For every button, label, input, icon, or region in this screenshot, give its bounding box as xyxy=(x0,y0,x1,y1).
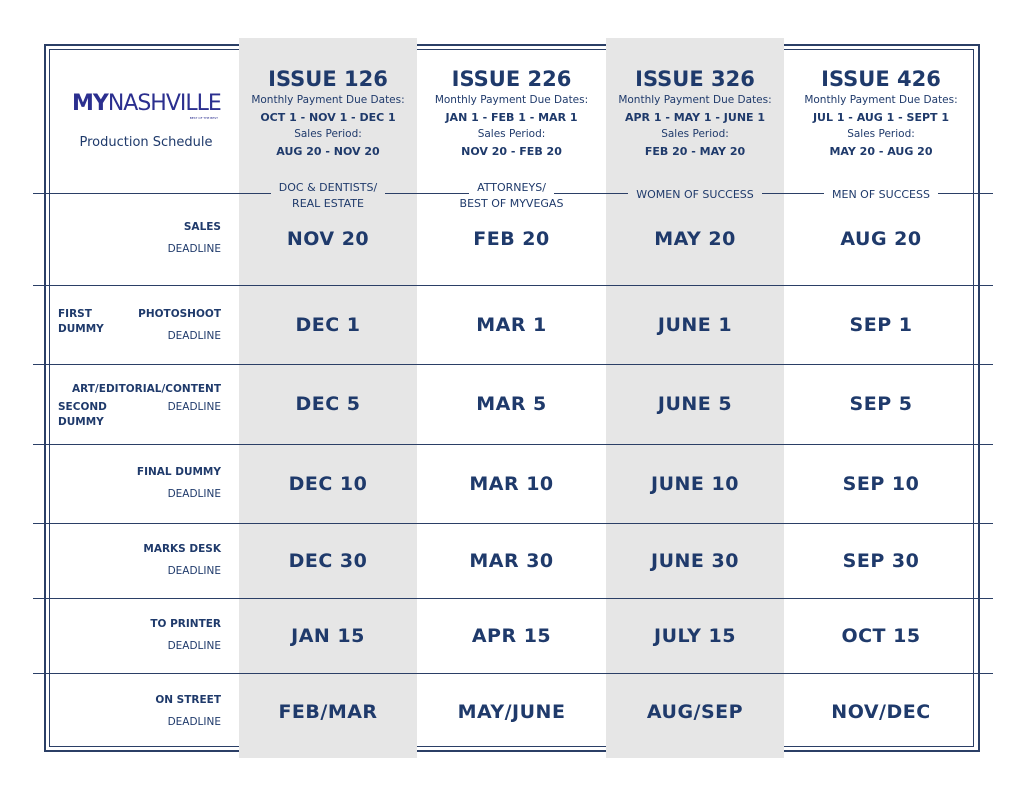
deadline-date: NOV 20 xyxy=(286,228,370,250)
row-label: SALES DEADLINE xyxy=(167,221,221,255)
sales-period: FEB 20 - MAY 20 xyxy=(644,145,746,158)
payment-dates: JUL 1 - AUG 1 - SEPT 1 xyxy=(812,111,950,124)
row-divider xyxy=(33,673,993,674)
deadline-date: MAY/JUNE xyxy=(457,700,566,723)
sales-label: Sales Period: xyxy=(847,128,915,140)
frame-line xyxy=(978,44,980,752)
payment-dates: OCT 1 - NOV 1 - DEC 1 xyxy=(260,111,396,124)
payment-dates: APR 1 - MAY 1 - JUNE 1 xyxy=(624,111,766,124)
frame-line xyxy=(44,44,980,46)
deadline-date: DEC 5 xyxy=(295,393,361,415)
deadline-date: MAY 20 xyxy=(654,228,736,250)
frame-line xyxy=(44,44,46,752)
sales-period: MAY 20 - AUG 20 xyxy=(829,145,933,158)
payment-label: Monthly Payment Due Dates: xyxy=(804,94,958,106)
deadline-date: SEP 10 xyxy=(842,472,920,495)
deadline-date: MAR 30 xyxy=(469,549,554,572)
row-label: ON STREET DEADLINE xyxy=(155,693,221,728)
deadline-date: MAR 10 xyxy=(469,472,554,495)
issue-category: MEN OF SUCCESS xyxy=(784,187,978,219)
payment-label: Monthly Payment Due Dates: xyxy=(251,94,405,106)
issue-header: ISSUE 326 Monthly Payment Due Dates: APR… xyxy=(606,66,784,160)
deadline-date: DEC 1 xyxy=(295,313,361,336)
issue-title: ISSUE 426 xyxy=(821,67,941,91)
deadline-date: FEB/MAR xyxy=(278,700,378,723)
issue-header: ISSUE 426 Monthly Payment Due Dates: JUL… xyxy=(784,66,978,160)
issue-title: ISSUE 326 xyxy=(635,67,755,91)
deadline-date: JULY 15 xyxy=(654,624,736,647)
issue-column-bg xyxy=(239,38,417,758)
row-divider xyxy=(33,364,993,365)
deadline-date: FEB 20 xyxy=(473,228,550,250)
issue-header: ISSUE 126 Monthly Payment Due Dates: OCT… xyxy=(239,66,417,160)
issue-column-bg xyxy=(606,38,784,758)
deadline-date: DEC 10 xyxy=(288,472,368,495)
deadline-date: JUNE 10 xyxy=(651,472,739,495)
frame-line xyxy=(44,750,980,752)
frame-line xyxy=(49,49,50,747)
issue-category: ATTORNEYS/ BEST OF MYVEGAS xyxy=(417,180,606,212)
deadline-date: NOV/DEC xyxy=(831,700,931,723)
issue-title: ISSUE 226 xyxy=(451,67,572,91)
row-label: TO PRINTER DEADLINE xyxy=(150,617,221,652)
deadline-date: SEP 1 xyxy=(849,313,913,336)
sales-period: AUG 20 - NOV 20 xyxy=(276,145,380,158)
deadline-date: JUNE 30 xyxy=(651,549,739,572)
deadline-date: JUNE 1 xyxy=(657,313,733,336)
row-group-label: SECOND DUMMY xyxy=(58,401,107,428)
row-divider xyxy=(33,523,993,524)
deadline-date: AUG/SEP xyxy=(646,700,744,723)
deadline-date: SEP 30 xyxy=(842,549,920,572)
row-label: FINAL DUMMY DEADLINE xyxy=(136,465,221,500)
deadline-date: APR 15 xyxy=(471,624,552,647)
row-divider xyxy=(33,285,993,286)
frame-line xyxy=(49,49,974,50)
issue-category: WOMEN OF SUCCESS xyxy=(606,187,784,219)
row-label: FIRST DUMMY PHOTOSHOOT DEADLINE xyxy=(58,307,221,342)
issue-title: ISSUE 126 xyxy=(268,67,388,91)
issue-category: DOC & DENTISTS/ REAL ESTATE xyxy=(239,180,417,212)
deadline-date: MAR 1 xyxy=(476,313,547,336)
frame-line xyxy=(49,746,974,747)
deadline-date: MAR 5 xyxy=(476,393,547,415)
row-label: ART/EDITORIAL/CONTENT SECOND DUMMY DEADLI… xyxy=(58,383,221,428)
sales-period: NOV 20 - FEB 20 xyxy=(461,145,562,158)
sales-label: Sales Period: xyxy=(477,128,546,140)
payment-label: Monthly Payment Due Dates: xyxy=(434,94,589,106)
payment-label: Monthly Payment Due Dates: xyxy=(618,94,772,106)
sales-label: Sales Period: xyxy=(661,128,729,140)
row-divider xyxy=(33,444,993,445)
payment-dates: JAN 1 - FEB 1 - MAR 1 xyxy=(445,111,578,124)
row-group-label: FIRST DUMMY xyxy=(58,307,104,335)
deadline-date: AUG 20 xyxy=(840,228,922,250)
deadline-date: DEC 30 xyxy=(288,549,368,572)
row-label: MARKS DESK DEADLINE xyxy=(143,542,221,577)
row-divider xyxy=(33,598,993,599)
page-subtitle: Production Schedule xyxy=(79,135,213,150)
deadline-date: JAN 15 xyxy=(291,624,365,647)
frame-line xyxy=(973,49,974,747)
deadline-date: SEP 5 xyxy=(849,393,913,415)
logo: MYNASHVILLE BEST OF THE BEST xyxy=(72,91,222,121)
deadline-date: JUNE 5 xyxy=(657,393,733,415)
issue-header: ISSUE 226 Monthly Payment Due Dates: JAN… xyxy=(417,66,606,160)
sales-label: Sales Period: xyxy=(294,128,362,140)
deadline-date: OCT 15 xyxy=(841,624,921,647)
